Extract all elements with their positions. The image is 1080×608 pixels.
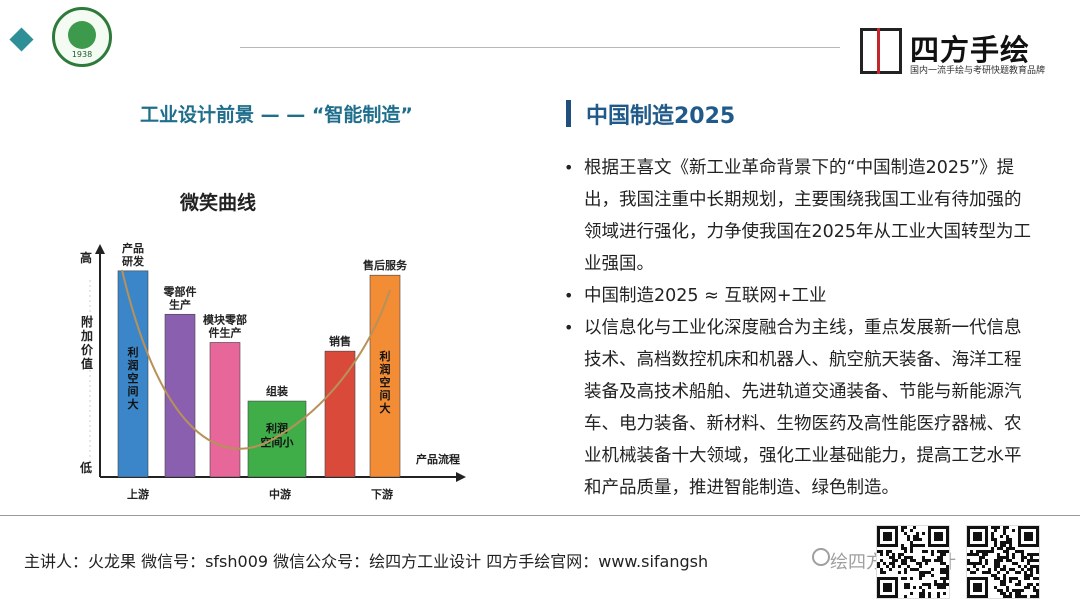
bar-data-label: 空间小 bbox=[261, 435, 294, 449]
bar-category-label: 模块零部 bbox=[203, 312, 247, 326]
x-axis-label: 产品流程 bbox=[416, 452, 460, 466]
bar-data-label: 利润空间大 bbox=[128, 345, 139, 411]
x-stage-label: 中游 bbox=[269, 487, 291, 501]
bar-category-label: 销售 bbox=[329, 334, 351, 348]
bar-category-label: 生产 bbox=[169, 297, 191, 311]
brand-tagline: 国内一流手绘与考研快题教育品牌 bbox=[910, 66, 1046, 76]
bar-category-label: 售后服务 bbox=[362, 258, 408, 272]
y-axis-arrow bbox=[95, 244, 105, 254]
x-stage-label: 上游 bbox=[127, 487, 149, 501]
x-stage-label: 下游 bbox=[371, 487, 393, 501]
smile-curve bbox=[121, 269, 391, 450]
bullet-item: 以信息化与工业化深度融合为主线，重点发展新一代信息技术、高档数控机床和机器人、航… bbox=[564, 312, 1034, 504]
section-marker bbox=[566, 100, 571, 127]
footer-divider bbox=[0, 515, 1080, 516]
brand-name: 四方手绘 bbox=[910, 33, 1031, 67]
wechat-icon bbox=[812, 548, 830, 566]
university-logo: 1938 bbox=[52, 7, 112, 67]
chart-title: 微笑曲线 bbox=[180, 192, 257, 214]
bar-category-label: 组装 bbox=[266, 384, 288, 398]
left-section-title: 工业设计前景 — — “智能制造” bbox=[140, 104, 413, 126]
chart-bar bbox=[369, 274, 401, 478]
qr-code-icon bbox=[876, 525, 950, 599]
y-low-label: 低 bbox=[79, 460, 92, 475]
bar-category-label: 研发 bbox=[122, 254, 145, 268]
right-section-title: 中国制造2025 bbox=[586, 104, 736, 129]
x-axis-arrow bbox=[456, 472, 466, 482]
brand-logo-icon bbox=[860, 28, 902, 74]
logo-year: 1938 bbox=[71, 50, 93, 59]
chart-bar bbox=[117, 270, 149, 478]
qr-code-icon bbox=[966, 525, 1040, 599]
chart-bar bbox=[164, 313, 196, 478]
chart-bar bbox=[324, 350, 356, 478]
bar-category-label: 件生产 bbox=[209, 325, 242, 339]
bullet-item: 根据王喜文《新工业革命背景下的“中国制造2025”》提出，我国注重中长期规划，主… bbox=[564, 152, 1034, 280]
bar-category-label: 产品 bbox=[122, 241, 144, 255]
diamond-icon bbox=[9, 27, 34, 52]
bar-data-label: 利润 bbox=[266, 421, 288, 435]
footer-info: 主讲人：火龙果 微信号：sfsh009 微信公众号：绘四方工业设计 四方手绘官网… bbox=[24, 552, 709, 571]
bullet-item: 中国制造2025 ≈ 互联网+工业 bbox=[564, 280, 1034, 312]
y-axis-label: 附加价值 bbox=[80, 314, 94, 371]
tree-icon bbox=[68, 21, 96, 49]
header-divider bbox=[240, 47, 840, 48]
chart-bar bbox=[247, 400, 307, 478]
bar-data-label: 利润空间大 bbox=[380, 349, 391, 415]
chart-bar bbox=[209, 342, 241, 478]
bullet-list: 根据王喜文《新工业革命背景下的“中国制造2025”》提出，我国注重中长期规划，主… bbox=[564, 152, 1034, 504]
y-high-label: 高 bbox=[80, 250, 92, 265]
bar-category-label: 零部件 bbox=[163, 284, 197, 298]
